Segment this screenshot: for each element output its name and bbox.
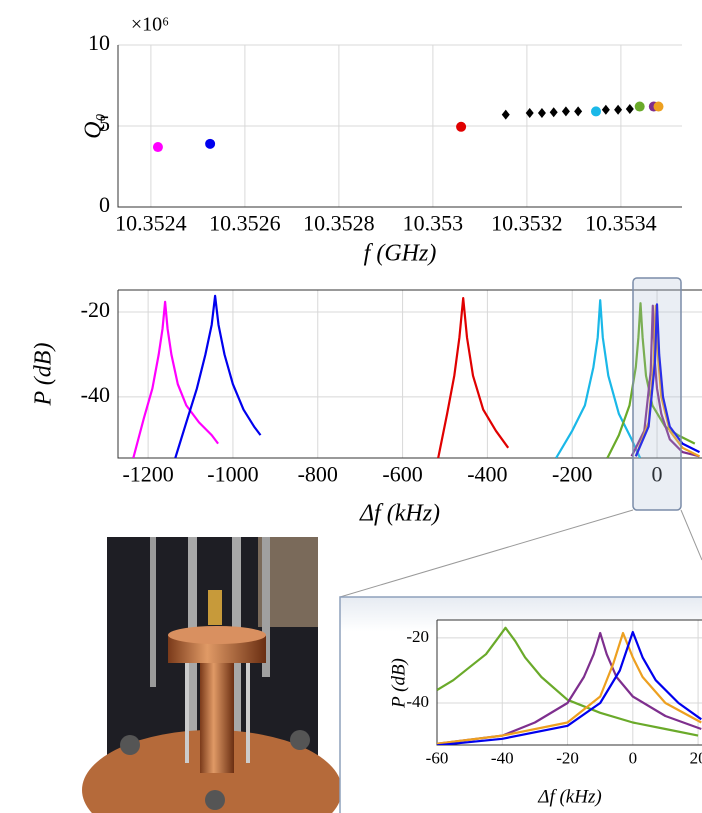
point <box>653 101 664 112</box>
x-tick-label: 0 <box>629 748 638 767</box>
line <box>132 300 219 458</box>
y-axis-label: P (dB) <box>31 343 57 407</box>
axis-frame <box>117 45 682 208</box>
y-tick-label: -20 <box>81 297 110 322</box>
y-multiplier: ×10⁶ <box>131 14 169 36</box>
line <box>437 297 510 458</box>
point <box>549 107 558 118</box>
point <box>574 106 583 117</box>
y-axis-label: Q₀ <box>81 113 107 139</box>
point <box>205 138 216 149</box>
plot <box>132 294 700 458</box>
x-tick-label: -400 <box>467 462 507 487</box>
y-tick-label: -40 <box>406 692 429 711</box>
plot-area <box>118 290 702 458</box>
x-tick-label: -40 <box>491 748 514 767</box>
point <box>537 108 546 119</box>
line <box>606 302 696 458</box>
chart: -40 -20 -1200 -1000 -800 -600 -400 -200 0 Δf (kHz… <box>31 289 702 527</box>
point <box>601 104 610 115</box>
line <box>437 631 702 745</box>
x-tick-label: -600 <box>382 462 422 487</box>
zoom-box <box>632 277 682 511</box>
y-tick-label: -40 <box>81 382 110 407</box>
x-axis-label: Δf (kHz) <box>359 501 440 527</box>
x-tick-label: 20 <box>690 748 702 767</box>
x-tick-label: 10.3534 <box>585 211 657 236</box>
x-tick-label: 10.3524 <box>115 211 187 236</box>
chart: 0 5 10 10.3524 10.3526 10.3528 10.353 10.3532 10… <box>81 14 682 267</box>
chart: -40 -20 -60 -40 -20 0 20 Δf (kHz) P (dB) <box>388 619 702 807</box>
point <box>456 121 467 132</box>
point <box>501 109 510 120</box>
y-tick-label: 0 <box>99 192 110 217</box>
line <box>437 631 702 745</box>
x-tick-label: 10.3526 <box>209 211 281 236</box>
point <box>625 103 634 114</box>
x-tick-label: -800 <box>298 462 338 487</box>
y-tick-label: 10 <box>88 30 110 55</box>
x-tick-label: 10.353 <box>403 211 464 236</box>
x-tick-label: -1000 <box>207 462 258 487</box>
line <box>174 294 262 458</box>
point <box>590 106 601 117</box>
line <box>437 630 702 745</box>
point <box>634 101 645 112</box>
line <box>630 304 700 458</box>
y-tick-label: 5 <box>99 111 110 136</box>
y-axis-label: P (dB) <box>388 658 409 709</box>
y-tick-label: -20 <box>406 627 429 646</box>
x-tick-label: -200 <box>552 462 592 487</box>
axis-frame <box>117 289 702 459</box>
x-axis-label: f (GHz) <box>364 241 437 267</box>
x-tick-label: -1200 <box>122 462 173 487</box>
plot-area <box>437 620 702 745</box>
x-tick-label: 10.3528 <box>303 211 375 236</box>
line <box>634 303 700 457</box>
x-tick-label: 0 <box>652 462 663 487</box>
point <box>152 142 163 153</box>
point <box>525 108 534 119</box>
x-tick-label: -20 <box>556 748 579 767</box>
line <box>437 626 699 737</box>
plot <box>437 626 702 745</box>
charts: 0 5 10 10.3524 10.3526 10.3528 10.353 10.3532 10… <box>31 14 702 807</box>
point <box>614 104 623 115</box>
x-axis-label: Δf (kHz) <box>537 786 601 807</box>
photo <box>82 537 342 813</box>
point <box>561 106 570 117</box>
x-tick-label: -60 <box>426 748 449 767</box>
x-tick-label: 10.3532 <box>491 211 563 236</box>
